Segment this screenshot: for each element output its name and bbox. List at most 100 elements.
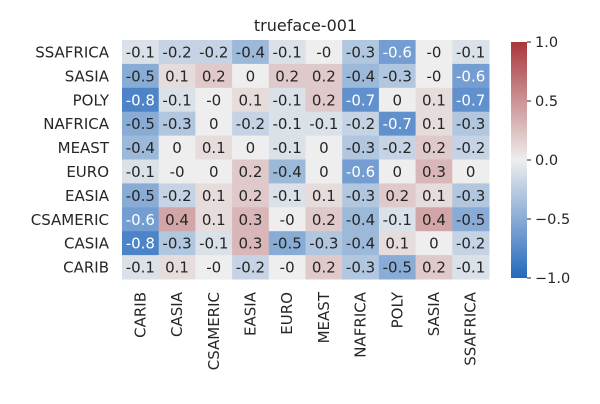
heatmap-cell (122, 63, 160, 89)
cell-value-label: -0.1 (456, 259, 485, 277)
cell-value-label: 0.1 (165, 259, 189, 277)
x-tick-label: SSAFRICA (462, 291, 480, 366)
cell-value-label: 0.2 (312, 91, 336, 109)
heatmap-cell (122, 159, 160, 184)
cell-value-label: 0 (319, 139, 329, 157)
cell-value-label: -0.6 (383, 43, 412, 61)
heatmap-cell (342, 111, 380, 137)
heatmap-cell (232, 207, 270, 232)
heatmap-cell (305, 183, 343, 208)
x-tick-label: CSAMERIC (205, 292, 223, 370)
cell-value-label: -0.1 (126, 43, 155, 61)
cell-value-label: -0.2 (236, 115, 265, 133)
cell-value-label: 0.1 (385, 235, 409, 253)
heatmap-cell (452, 207, 490, 232)
heatmap-cell (232, 63, 270, 89)
heatmap-cell (452, 63, 490, 89)
heatmap-cell (232, 40, 270, 65)
cell-value-label: -0.5 (383, 259, 412, 277)
heatmap-cell (342, 255, 380, 280)
heatmap-cell (305, 40, 343, 65)
heatmap-cell (378, 183, 417, 208)
cell-value-label: 0 (319, 163, 329, 181)
heatmap-cell (268, 87, 306, 113)
cell-value-label: 0.3 (239, 211, 263, 229)
heatmap-cell (158, 40, 196, 65)
heatmap-cell (122, 87, 160, 113)
heatmap-cell (268, 135, 306, 160)
heatmap-cell (342, 63, 380, 89)
heatmap-cell (342, 231, 380, 256)
x-tick-label: POLY (388, 291, 406, 328)
heatmap-cell (378, 231, 417, 256)
cell-value-label: -0.1 (126, 163, 155, 181)
heatmap-cell (342, 40, 380, 65)
colorbar: −1.0 −0.5 0.0 0.5 1.0 (511, 35, 570, 287)
cell-value-label: 0.4 (422, 211, 446, 229)
heatmap-cell (378, 135, 417, 160)
x-tick-label: CASIA (168, 291, 186, 337)
cell-value-label: -0 (206, 91, 221, 109)
cell-value-label: 0.1 (422, 187, 446, 205)
heatmap-cell (195, 135, 233, 160)
cell-value-label: -0.3 (383, 67, 412, 85)
cell-value-label: -0.1 (273, 139, 302, 157)
colorbar-tick-label: 0.0 (535, 153, 558, 169)
cell-value-label: 0.2 (312, 259, 336, 277)
heatmap-cells: -0.1 -0.2 -0.2 -0.4 -0.1 -0 -0.3 -0.6 -0 -0.1 -0.5… (122, 40, 490, 280)
heatmap-cell (342, 183, 380, 208)
y-tick-label: SSAFRICA (35, 43, 110, 61)
heatmap-cell (122, 207, 160, 232)
heatmap-cell (195, 255, 233, 280)
cell-value-label: -0.4 (126, 139, 155, 157)
cell-value-label: -0.7 (456, 91, 485, 109)
heatmap-cell (232, 159, 270, 184)
heatmap-cell (268, 231, 306, 256)
heatmap-cell (122, 231, 160, 256)
y-tick-label: SASIA (65, 67, 110, 85)
heatmap-cell (268, 255, 306, 280)
heatmap-cell (232, 87, 270, 113)
heatmap-cell (415, 159, 453, 184)
cell-value-label: 0.1 (422, 115, 446, 133)
heatmap-cell (415, 183, 453, 208)
cell-value-label: -0.3 (456, 187, 485, 205)
cell-value-label: -0.4 (273, 163, 302, 181)
cell-value-label: -0.3 (346, 139, 375, 157)
cell-value-label: 0.1 (202, 211, 226, 229)
y-tick-label: EASIA (65, 187, 110, 205)
heatmap-cell (342, 159, 380, 184)
cell-value-label: 0.1 (165, 67, 189, 85)
y-tick-label: CSAMERIC (31, 211, 109, 229)
cell-value-label: -0.2 (162, 187, 191, 205)
colorbar-gradient (511, 42, 527, 278)
cell-value-label: 0.2 (239, 187, 263, 205)
heatmap-cell (268, 159, 306, 184)
cell-value-label: 0 (392, 163, 402, 181)
heatmap-cell (305, 159, 343, 184)
heatmap-cell (122, 135, 160, 160)
heatmap-cell (305, 87, 343, 113)
cell-value-label: -0.2 (456, 139, 485, 157)
heatmap-cell (452, 231, 490, 256)
heatmap-cell (268, 63, 306, 89)
heatmap-cell (195, 207, 233, 232)
heatmap-cell (415, 231, 453, 256)
heatmap-cell (195, 159, 233, 184)
cell-value-label: -0 (280, 259, 295, 277)
y-axis: SSAFRICA SASIA POLY NAFRICA MEAST EURO EASIA CS… (31, 43, 110, 276)
heatmap-cell (452, 183, 490, 208)
heatmap-cell (232, 231, 270, 256)
x-tick-label: EURO (278, 292, 296, 335)
y-tick-label: POLY (73, 91, 110, 109)
heatmap-cell (195, 183, 233, 208)
heatmap-cell (378, 40, 417, 65)
cell-value-label: 0 (209, 115, 219, 133)
cell-value-label: -0.5 (126, 187, 155, 205)
cell-value-label: -0.1 (456, 43, 485, 61)
cell-value-label: 0.2 (385, 187, 409, 205)
heatmap-cell (268, 207, 306, 232)
heatmap-cell (378, 111, 417, 137)
heatmap-cell (415, 207, 453, 232)
